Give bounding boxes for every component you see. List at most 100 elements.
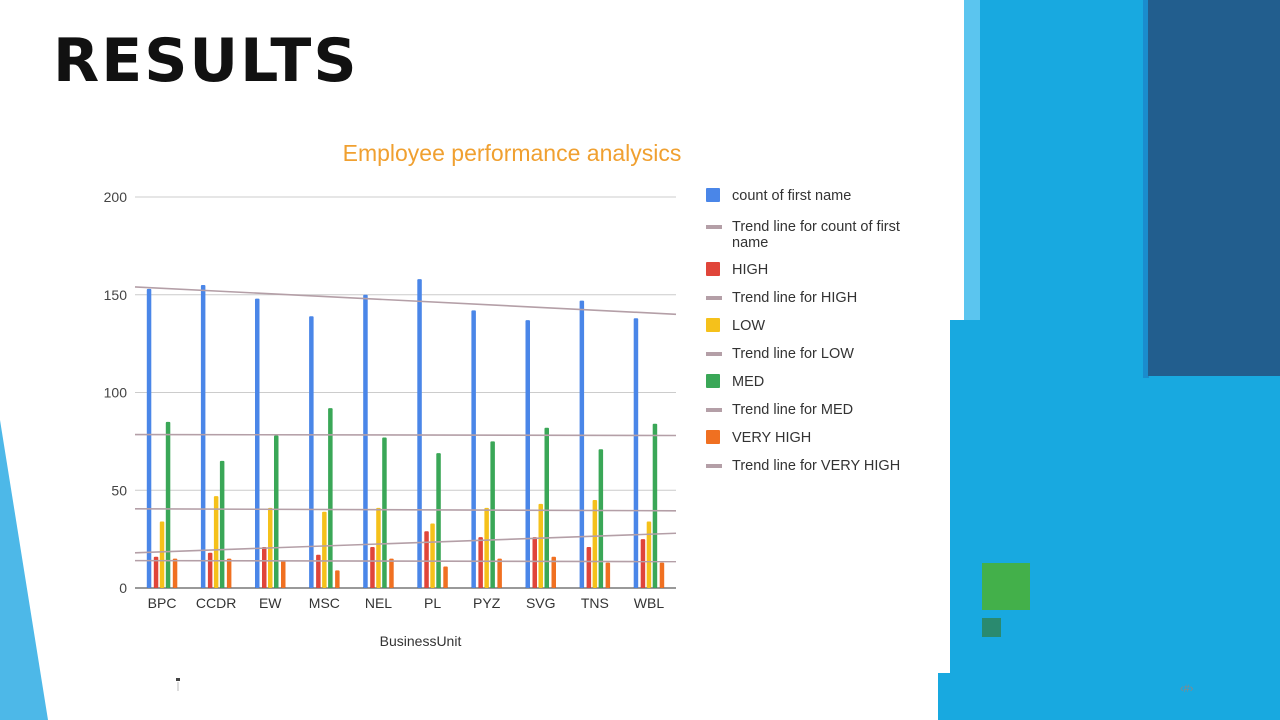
bar xyxy=(633,318,639,588)
x-tick-label: WBL xyxy=(634,595,665,611)
deco-teal-square xyxy=(982,618,1001,637)
bar xyxy=(659,562,665,588)
bar xyxy=(579,300,585,588)
bar xyxy=(436,453,441,588)
bar xyxy=(213,496,219,588)
legend-line-swatch xyxy=(706,352,722,356)
bar xyxy=(219,460,225,588)
bar xyxy=(551,556,556,588)
bar xyxy=(309,316,314,588)
legend-label: LOW xyxy=(732,318,766,334)
legend-label: Trend line for LOW xyxy=(732,346,854,362)
x-tick-label: TNS xyxy=(581,595,609,611)
page-number: ‹#› xyxy=(1180,683,1194,695)
deco-green-square xyxy=(982,563,1030,610)
legend-swatch xyxy=(706,318,720,332)
bar xyxy=(376,507,381,588)
legend-line-swatch xyxy=(706,464,722,468)
bar xyxy=(226,558,232,588)
small-mark xyxy=(175,678,181,692)
x-tick-label: NEL xyxy=(365,595,392,611)
bar xyxy=(538,503,543,588)
bar xyxy=(443,566,448,588)
x-axis-label: BusinessUnit xyxy=(380,633,462,649)
trend-line xyxy=(134,286,677,316)
bar xyxy=(430,523,435,588)
legend-label: VERY HIGH xyxy=(732,430,812,446)
trend-line xyxy=(134,532,677,554)
bar xyxy=(322,511,327,588)
x-tick-label: PL xyxy=(424,595,441,611)
legend-swatch xyxy=(706,430,720,444)
trend-line xyxy=(134,508,677,512)
chart-title: Employee performance analysics xyxy=(342,140,682,166)
deco-dark-blue-panel xyxy=(1148,0,1280,376)
x-tick-label: MSC xyxy=(309,595,340,611)
legend-label: Trend line for count of first name xyxy=(732,219,900,251)
bar xyxy=(640,539,646,588)
x-tick-label: CCDR xyxy=(196,595,236,611)
slide-title: RESULTS xyxy=(53,26,359,96)
bar xyxy=(146,288,152,588)
bar xyxy=(389,558,394,588)
bar xyxy=(417,279,422,588)
bar xyxy=(605,562,611,588)
legend-label: Trend line for MED xyxy=(732,402,854,418)
legend-line-swatch xyxy=(706,296,722,300)
deco-light-blue-strip xyxy=(964,0,982,320)
bar xyxy=(255,298,260,588)
bar xyxy=(200,284,206,588)
bar xyxy=(316,554,321,588)
bar xyxy=(281,560,286,588)
bar xyxy=(478,537,483,588)
bar xyxy=(207,552,213,588)
bar xyxy=(274,435,279,588)
legend-label: count of first name xyxy=(732,188,852,204)
bar xyxy=(544,427,549,588)
x-tick-label: EW xyxy=(259,595,282,611)
legend-line-swatch xyxy=(706,225,722,229)
bar xyxy=(471,310,476,588)
bar xyxy=(153,556,159,588)
x-tick-label: SVG xyxy=(526,595,556,611)
y-tick-label: 150 xyxy=(104,287,128,303)
bar xyxy=(497,558,502,588)
bar xyxy=(382,437,387,588)
trend-line xyxy=(134,433,677,437)
bar xyxy=(262,546,267,588)
y-tick-label: 200 xyxy=(104,189,128,205)
legend-label: Trend line for VERY HIGH xyxy=(732,458,901,474)
legend-line-swatch xyxy=(706,408,722,412)
bar xyxy=(598,449,604,588)
bar xyxy=(532,537,537,588)
legend-swatch xyxy=(706,188,720,202)
bar xyxy=(652,423,658,588)
legend-swatch xyxy=(706,374,720,388)
bar xyxy=(159,521,165,588)
bar xyxy=(484,507,489,588)
y-tick-label: 50 xyxy=(111,482,127,498)
trend-line xyxy=(134,559,677,563)
bar xyxy=(172,558,178,588)
bar xyxy=(592,500,598,588)
bar xyxy=(490,441,495,588)
bar xyxy=(525,320,530,588)
deco-blue-panel-bottom xyxy=(950,320,1280,680)
legend-swatch xyxy=(706,262,720,276)
bar xyxy=(370,546,375,588)
y-tick-label: 0 xyxy=(119,580,127,596)
legend-label: Trend line for HIGH xyxy=(732,290,858,306)
bar xyxy=(586,546,592,588)
bar xyxy=(328,408,333,588)
deco-dark-blue-edge xyxy=(1143,0,1149,378)
legend-label: HIGH xyxy=(732,262,769,278)
deco-blue-panel-footer xyxy=(938,673,1280,720)
x-tick-label: BPC xyxy=(148,595,177,611)
bar xyxy=(335,570,340,588)
legend-label: MED xyxy=(732,374,765,390)
y-tick-label: 100 xyxy=(104,385,128,401)
bar xyxy=(424,531,429,588)
bar xyxy=(363,294,368,588)
bar xyxy=(165,421,171,588)
